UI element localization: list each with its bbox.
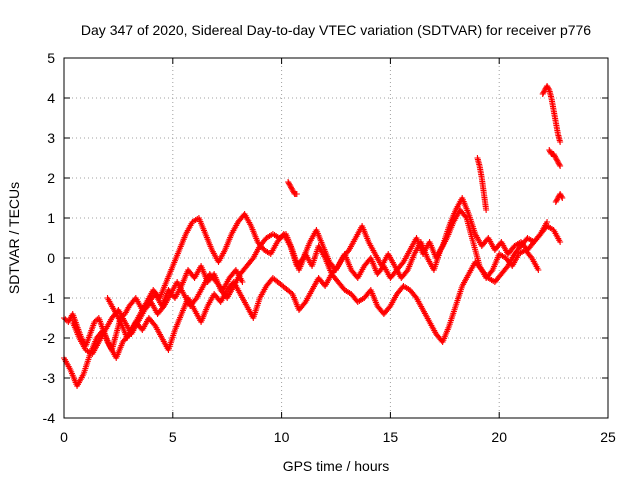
axis-ticks: 0 5 10 15 20 25 -4 -3 -2 -1 0 1 2 3 4 5 bbox=[43, 50, 616, 445]
data-point bbox=[399, 260, 406, 267]
data-point bbox=[557, 163, 564, 169]
data-point bbox=[483, 207, 490, 213]
x-tick-label: 10 bbox=[274, 429, 290, 445]
data-point bbox=[299, 256, 306, 263]
data-point bbox=[535, 267, 542, 273]
plot-frame bbox=[63, 57, 609, 419]
data-point bbox=[503, 264, 510, 271]
data-point bbox=[249, 256, 256, 263]
x-tick-label: 25 bbox=[600, 429, 616, 445]
y-tick-label: -3 bbox=[43, 370, 56, 386]
data-point bbox=[559, 195, 566, 201]
data-point bbox=[403, 268, 410, 275]
y-tick-label: 1 bbox=[47, 210, 55, 226]
data-point bbox=[412, 293, 419, 300]
y-tick-label: 2 bbox=[47, 170, 55, 186]
x-tick-label: 5 bbox=[169, 429, 177, 445]
data-point bbox=[151, 321, 158, 328]
y-tick-label: 3 bbox=[47, 130, 55, 146]
data-point bbox=[192, 296, 199, 303]
data-point bbox=[344, 248, 351, 255]
data-point bbox=[160, 304, 167, 311]
y-tick-label: 4 bbox=[47, 90, 55, 106]
data-point bbox=[293, 191, 300, 197]
grid-lines bbox=[64, 58, 608, 418]
y-axis-label: SDTVAR / TECUs bbox=[6, 182, 22, 294]
data-point bbox=[239, 279, 246, 285]
y-tick-label: -2 bbox=[43, 330, 56, 346]
series-trace-d bbox=[69, 267, 246, 357]
data-point bbox=[544, 219, 551, 225]
data-point bbox=[536, 232, 543, 239]
data-point bbox=[488, 268, 495, 275]
data-point bbox=[558, 193, 565, 200]
chart-title: Day 347 of 2020, Sidereal Day-to-day VTE… bbox=[81, 22, 591, 38]
data-point bbox=[527, 253, 534, 260]
y-tick-label: -1 bbox=[43, 290, 56, 306]
x-axis-label: GPS time / hours bbox=[283, 458, 390, 474]
data-point bbox=[557, 139, 564, 145]
series-trace-i bbox=[552, 191, 566, 205]
data-point bbox=[462, 213, 469, 220]
y-tick-label: 5 bbox=[47, 50, 55, 66]
x-tick-label: 0 bbox=[60, 429, 68, 445]
x-tick-label: 15 bbox=[383, 429, 399, 445]
series-trace-b bbox=[61, 219, 551, 389]
y-tick-label: 0 bbox=[47, 250, 55, 266]
data-point bbox=[556, 161, 563, 168]
data-point bbox=[557, 239, 564, 245]
series-trace-c bbox=[104, 207, 542, 341]
series-trace-e bbox=[474, 155, 490, 213]
series-trace-h bbox=[546, 147, 564, 169]
data-marks bbox=[61, 83, 566, 389]
series-trace-g bbox=[539, 83, 564, 145]
series-trace-f bbox=[285, 179, 300, 197]
x-tick-label: 20 bbox=[491, 429, 507, 445]
data-point bbox=[301, 300, 308, 307]
data-point bbox=[386, 304, 393, 311]
data-point bbox=[545, 85, 552, 92]
y-tick-label: -4 bbox=[43, 410, 56, 426]
